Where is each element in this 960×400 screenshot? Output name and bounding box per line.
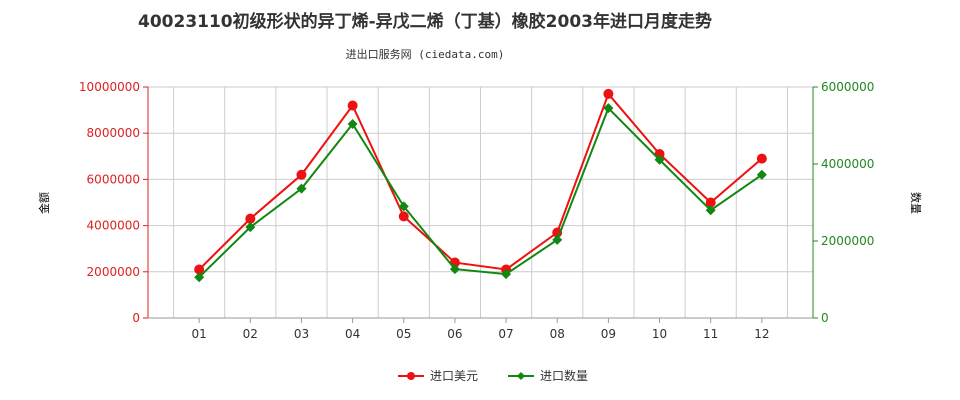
left-tick-label: 4000000: [87, 219, 140, 233]
left-axis-ticks: 0 2000000 4000000 6000000 8000000 10000000: [79, 80, 148, 325]
data-point-diamond: [552, 234, 563, 245]
data-point-diamond: [449, 264, 460, 275]
data-point-circle: [705, 197, 716, 208]
x-tick-label: 02: [243, 327, 258, 341]
series-quantity: [194, 103, 767, 283]
right-tick-label: 0: [821, 311, 829, 325]
x-tick-label: 09: [601, 327, 616, 341]
data-point-circle: [756, 153, 767, 164]
x-tick-label: 04: [345, 327, 360, 341]
data-point-diamond: [398, 201, 409, 212]
right-axis-label: 数量: [909, 192, 922, 214]
legend-swatch-marker: [407, 372, 415, 380]
legend-swatch-marker: [517, 372, 525, 380]
axes: [147, 87, 814, 319]
data-point-diamond: [654, 154, 665, 165]
left-tick-label: 0: [132, 311, 140, 325]
x-tick-label: 05: [396, 327, 411, 341]
series-line: [198, 106, 763, 278]
x-tick-label: 12: [754, 327, 769, 341]
data-point-circle: [194, 264, 205, 275]
right-tick-label: 2000000: [821, 234, 874, 248]
data-point-diamond: [756, 169, 767, 180]
legend: 进口美元 进口数量: [398, 368, 588, 383]
x-tick-label: 08: [550, 327, 565, 341]
chart-subtitle: 进出口服务网 (ciedata.com): [346, 47, 505, 61]
series-layer: [194, 88, 767, 283]
x-tick-label: 11: [703, 327, 718, 341]
series-line: [198, 91, 763, 271]
legend-label: 进口美元: [430, 369, 478, 383]
data-point-diamond: [501, 269, 512, 280]
left-tick-label: 6000000: [87, 172, 140, 186]
data-point-circle: [398, 211, 409, 222]
chart-title: 40023110初级形状的异丁烯-异戊二烯（丁基）橡胶2003年进口月度走势: [138, 11, 712, 32]
data-point-circle: [603, 88, 614, 99]
x-tick-label: 01: [192, 327, 207, 341]
x-tick-label: 10: [652, 327, 667, 341]
left-axis-label: 金额: [37, 192, 51, 214]
data-point-diamond: [347, 118, 358, 129]
legend-label: 进口数量: [540, 368, 588, 383]
data-point-circle: [347, 100, 358, 111]
data-point-diamond: [245, 222, 256, 233]
left-tick-label: 10000000: [79, 80, 140, 94]
left-tick-label: 2000000: [87, 265, 140, 279]
x-tick-label: 03: [294, 327, 309, 341]
data-point-circle: [296, 169, 307, 180]
data-point-diamond: [603, 103, 614, 114]
left-tick-label: 8000000: [87, 126, 140, 140]
data-point-circle: [245, 213, 256, 224]
right-axis-ticks: 0 2000000 4000000 6000000: [813, 80, 874, 325]
right-tick-label: 4000000: [821, 157, 874, 171]
right-tick-label: 6000000: [821, 80, 874, 94]
x-tick-label: 06: [447, 327, 462, 341]
data-point-diamond: [296, 183, 307, 194]
x-tick-label: 07: [498, 327, 513, 341]
data-point-diamond: [194, 272, 205, 283]
x-axis-ticks: 01 02 03 04 05 06 07 08 09 10 11 12: [192, 318, 769, 341]
data-point-diamond: [705, 205, 716, 216]
